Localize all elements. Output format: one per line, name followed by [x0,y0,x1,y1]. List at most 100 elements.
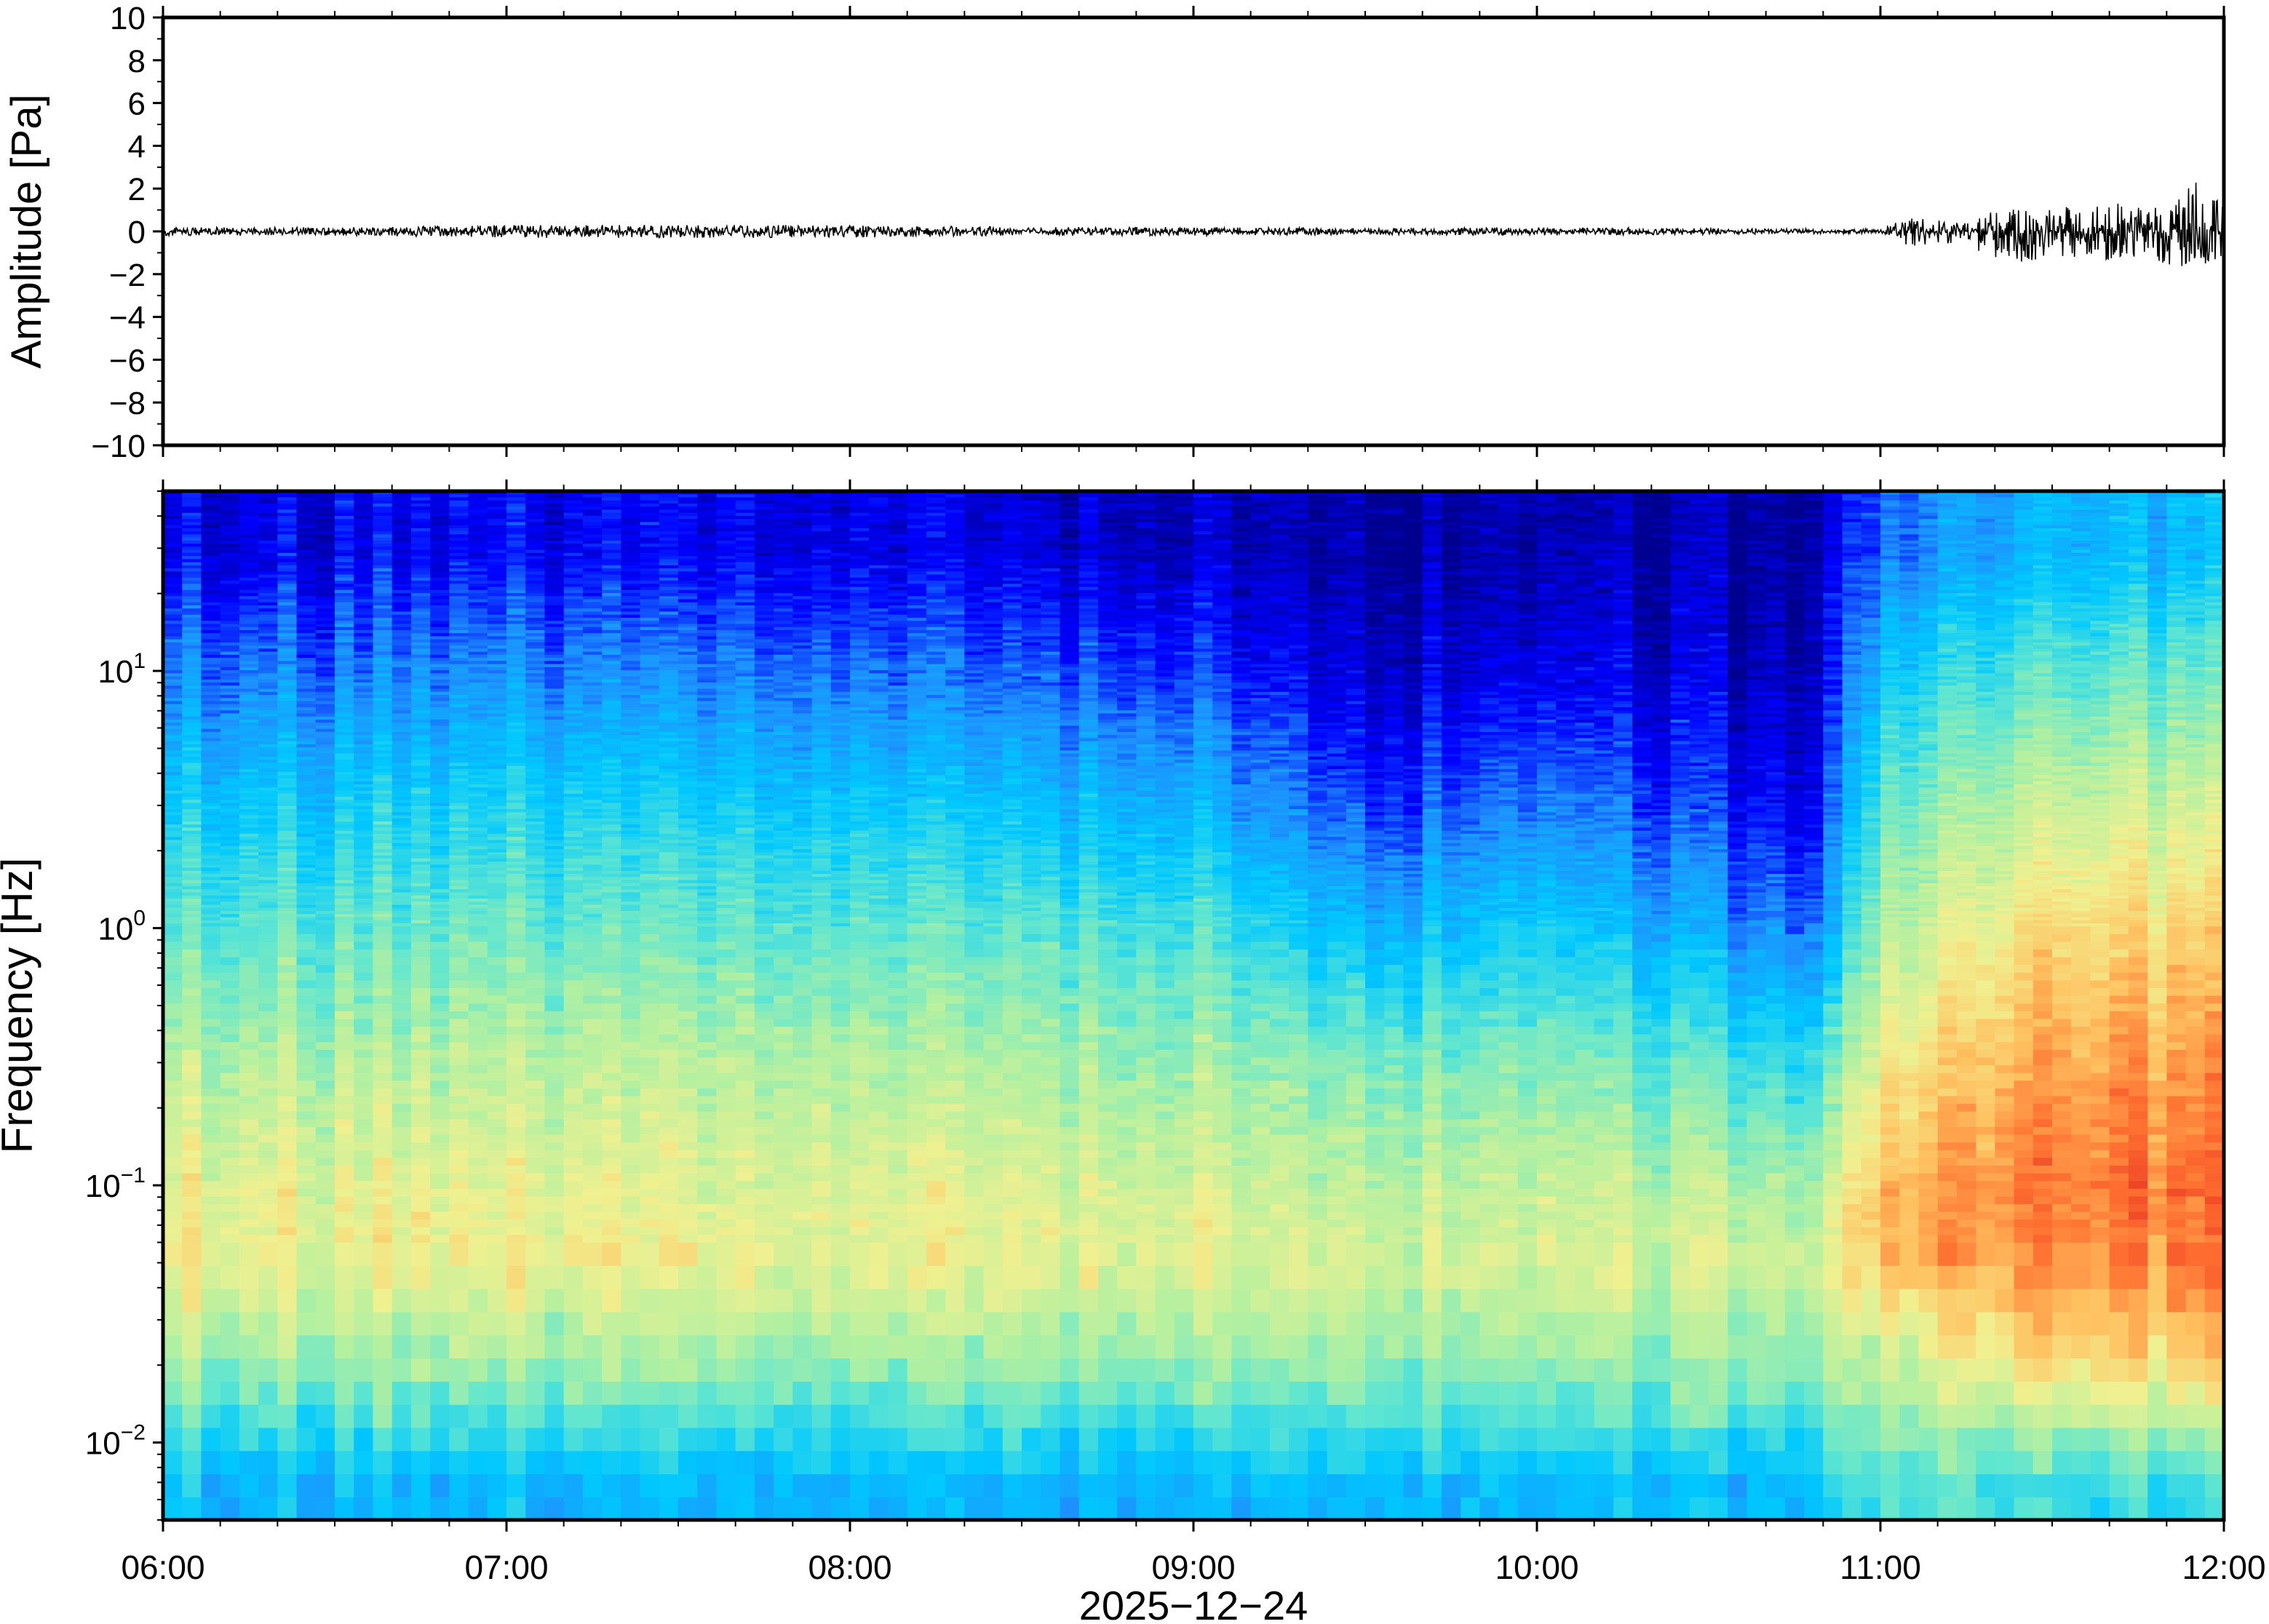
spectrogram-cell [239,817,259,821]
spectrogram-cell [410,842,431,846]
spectrogram-cell [354,1064,374,1073]
spectrogram-cell [258,623,279,627]
spectrogram-cell [525,774,546,779]
spectrogram-cell [354,1056,374,1066]
spectrogram-cell [296,663,317,667]
spectrogram-cell [410,1288,431,1313]
spectrogram-cell [239,1126,259,1135]
spectrogram-cell [315,995,335,1004]
spectrogram-cell [602,595,622,600]
spectrogram-cell [430,979,450,989]
spectrogram-cell [563,675,584,680]
spectrogram-cell [354,629,374,634]
spectrogram-cell [487,682,507,686]
spectrogram-cell [335,883,355,887]
spectrogram-cell [487,512,507,517]
spectrogram-cell [392,1381,412,1405]
spectrogram-cell [468,1033,488,1043]
spectrogram-cell [640,821,660,825]
spectrogram-cell [335,725,355,729]
spectrogram-cell [621,1095,641,1104]
spectrogram-cell [373,518,393,522]
spectrogram-cell [430,1026,450,1035]
spectrogram-cell [163,1165,183,1174]
spectrogram-cell [506,870,527,875]
spectrogram-cell [373,577,393,581]
spectrogram-cell [506,715,527,720]
spectrogram-cell [582,580,603,584]
spectrogram-cell [201,1103,221,1112]
spectrogram-cell [373,759,393,763]
spectrogram-cell [621,638,641,642]
spectrogram-cell [506,1227,527,1235]
spectrogram-cell [525,888,546,893]
spectrogram-cell [220,898,240,902]
spectrogram-cell [335,833,355,837]
spectrogram-cell [392,1165,412,1174]
spectrogram-cell [296,851,317,856]
spectrogram-cell [525,765,546,769]
spectrogram-cell [220,549,240,553]
spectrogram-cell [315,1265,335,1289]
spectrogram-cell [602,907,622,911]
spectrogram-cell [354,524,374,528]
spectrogram-cell [201,602,221,606]
spectrogram-cell [544,1219,565,1227]
spectrogram-cell [392,1126,412,1135]
spectrogram-cell [239,1180,259,1189]
spectrogram-cell [410,1041,431,1050]
spectrogram-cell [258,845,279,850]
spectrogram-cell [487,602,507,606]
spectrogram-cell [640,861,660,865]
spectrogram-cell [621,885,641,890]
spectrogram-cell [296,694,317,698]
spectrogram-cell [410,691,431,696]
spectrogram-cell [163,919,183,923]
spectrogram-cell [239,759,259,763]
spectrogram-cell [602,1033,622,1043]
spectrogram-cell [201,867,221,871]
spectrogram-cell [506,805,527,810]
spectrogram-cell [277,602,298,606]
spectrogram-cell [373,561,393,565]
spectrogram-cell [487,964,507,973]
spectrogram-cell [430,703,450,708]
spectrogram-cell [410,512,431,517]
spectrogram-cell [201,706,221,711]
spectrogram-cell [563,663,584,667]
spectrogram-cell [220,1334,240,1359]
spectrogram-cell [602,629,622,634]
spectrogram-cell [296,1203,317,1212]
spectrogram-cell [468,1211,488,1220]
spectrogram-cell [487,540,507,544]
spectrogram-cell [468,672,488,677]
spectrogram-cell [373,583,393,587]
spectrogram-cell [487,876,507,880]
spectrogram-cell [277,650,298,655]
spectrogram-cell [563,679,584,683]
spectrogram-cell [258,796,279,800]
spectrogram-cell [602,722,622,726]
spectrogram-cell [430,1134,450,1143]
spectrogram-cell [525,1072,546,1081]
spectrogram-cell [410,1072,431,1081]
spectrogram-cell [315,762,335,766]
spectrogram-cell [392,759,412,763]
spectrogram-cell [410,663,431,667]
spectrogram-cell [525,1381,546,1405]
spectrogram-cell [201,691,221,696]
spectrogram-cell [296,610,317,615]
spectrogram-cell [201,561,221,565]
spectrogram-cell [468,789,488,794]
spectrogram-cell [239,1427,259,1452]
spectrogram-cell [449,995,469,1004]
spectrogram-cell [410,1497,431,1520]
spectrogram-cell [544,734,565,739]
spectrogram-cell [335,888,355,893]
spectrogram-cell [220,1450,240,1475]
spectrogram-cell [602,602,622,606]
spectrogram-cell [506,1165,527,1174]
spectrogram-cell [506,842,527,846]
spectrogram-cell [277,1473,298,1497]
spectrogram-cell [582,894,603,899]
